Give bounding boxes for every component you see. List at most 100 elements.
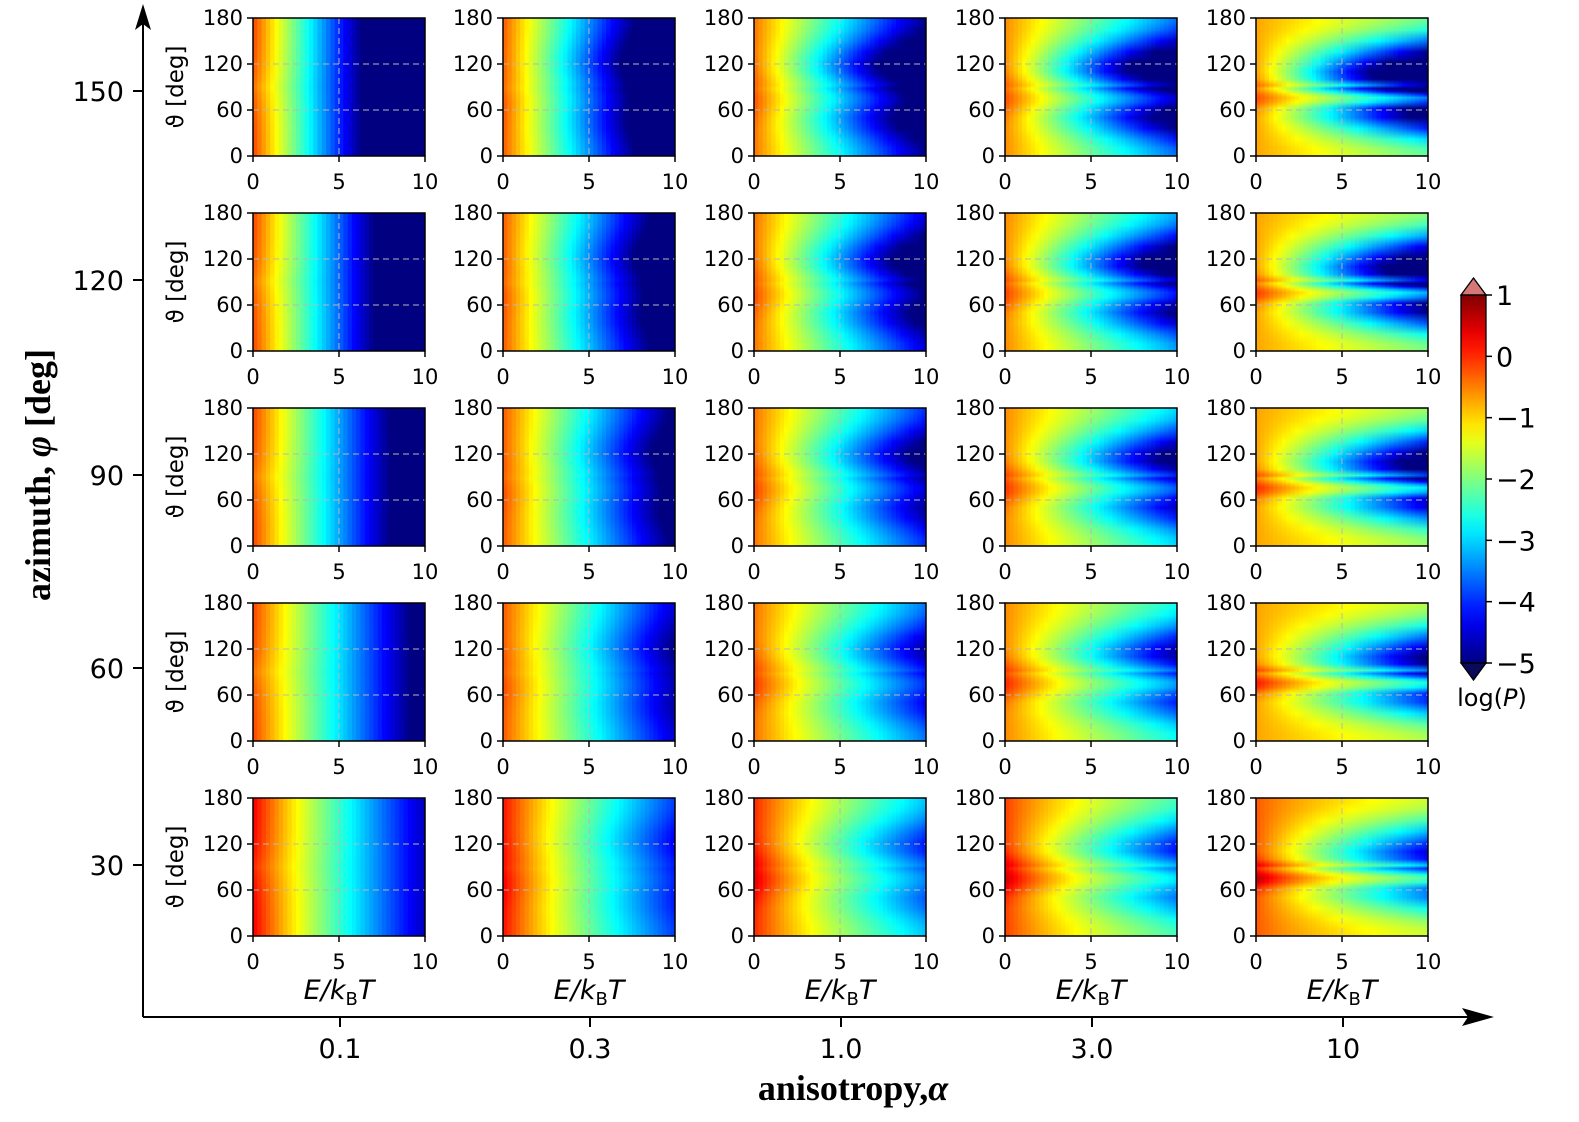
heatmap-band — [857, 18, 863, 156]
heatmap-band — [1159, 18, 1165, 156]
heatmap-band — [822, 603, 828, 741]
heatmap-band — [1091, 18, 1096, 156]
heatmap-band — [619, 213, 624, 351]
heatmap-band — [339, 603, 344, 741]
y-tick-label: 120 — [453, 832, 493, 856]
heatmap-band — [1333, 798, 1339, 936]
heatmap-band — [878, 408, 884, 546]
heatmap-band — [818, 18, 824, 156]
x-tick-label: 5 — [582, 560, 595, 584]
heatmap-band — [253, 798, 258, 936]
heatmap-band — [762, 18, 768, 156]
heatmap-band — [818, 798, 824, 936]
heatmap-band — [904, 798, 910, 936]
heatmap-band — [601, 213, 607, 351]
heatmap-band — [883, 18, 888, 156]
heatmap-band — [666, 798, 672, 936]
heatmap-band — [274, 408, 280, 546]
heatmap-band — [420, 798, 425, 936]
heatmap-band — [623, 603, 629, 741]
heatmap-band — [399, 798, 405, 936]
heatmap-band — [632, 213, 637, 351]
x-tick-label: 5 — [582, 755, 595, 779]
heatmap-band — [1151, 408, 1157, 546]
heatmap-band — [784, 408, 789, 546]
heatmap-band — [891, 798, 897, 936]
heatmap-band — [1048, 603, 1053, 741]
heatmap-band — [670, 408, 675, 546]
heatmap-band — [1030, 603, 1036, 741]
heatmap-band — [554, 408, 560, 546]
heatmap-band — [1316, 603, 1322, 741]
y-tick-label: 120 — [1206, 832, 1246, 856]
heatmap-band — [1026, 213, 1032, 351]
heatmap-band — [356, 798, 362, 936]
heatmap-band — [1039, 798, 1045, 936]
heatmap-band — [1410, 798, 1416, 936]
heatmap-band — [520, 213, 526, 351]
outer-x-axis-title-text: anisotropy, — [758, 1068, 928, 1108]
heatmap-band — [390, 408, 396, 546]
heatmap-band — [827, 603, 832, 741]
x-tick-label: 5 — [1084, 365, 1097, 389]
x-tick-label: 5 — [833, 950, 846, 974]
panel-x-label: E/kBT — [805, 975, 878, 1010]
heatmap-band — [1299, 603, 1304, 741]
heatmap-band — [1415, 18, 1420, 156]
heatmap-band — [883, 603, 888, 741]
heatmap-band — [541, 213, 547, 351]
heatmap-band — [1129, 408, 1135, 546]
y-tick-label: 180 — [203, 786, 243, 810]
heatmap-band — [779, 408, 785, 546]
heatmap-band — [636, 798, 642, 936]
x-tick-label: 0 — [747, 755, 760, 779]
heatmap-band — [636, 408, 642, 546]
heatmap-band — [1281, 213, 1287, 351]
heatmap-band — [1397, 18, 1403, 156]
heatmap-band — [606, 213, 612, 351]
heatmap-band — [382, 213, 387, 351]
heatmap-band — [1354, 18, 1360, 156]
heatmap-band — [589, 18, 594, 156]
heatmap-band — [1367, 603, 1373, 741]
heatmap-band — [775, 18, 781, 156]
heatmap-band — [822, 798, 828, 936]
heatmap-band — [1013, 603, 1019, 741]
heatmap-band — [835, 603, 841, 741]
heatmap-band — [261, 408, 267, 546]
heatmap-band — [1069, 213, 1075, 351]
heatmap-band — [563, 18, 569, 156]
heatmap-band — [1151, 798, 1157, 936]
heatmap-band — [1082, 213, 1088, 351]
x-tick-label: 0 — [998, 560, 1011, 584]
outer-axes — [135, 4, 1494, 1026]
heatmap-band — [520, 18, 526, 156]
y-tick-label: 0 — [1233, 534, 1246, 558]
heatmap-band — [1307, 213, 1313, 351]
heatmap-band — [1299, 18, 1304, 156]
heatmap-band — [1385, 18, 1390, 156]
heatmap-band — [571, 213, 577, 351]
heatmap-band — [917, 18, 923, 156]
heatmap-band — [861, 18, 867, 156]
heatmap-band — [1142, 408, 1148, 546]
heatmap-band — [1069, 603, 1075, 741]
heatmap-band — [1129, 18, 1135, 156]
x-tick-label: 0 — [1249, 755, 1262, 779]
heatmap-band — [1039, 213, 1045, 351]
x-tick-label: 0 — [1249, 950, 1262, 974]
heatmap-band — [809, 603, 815, 741]
heatmap-band — [1129, 213, 1135, 351]
y-tick-label: 0 — [480, 729, 493, 753]
heatmap-band — [1082, 408, 1088, 546]
heatmap-band — [632, 603, 637, 741]
heatmap-band — [1112, 18, 1118, 156]
heatmap-band — [913, 603, 918, 741]
heatmap-band — [1005, 213, 1010, 351]
heatmap-band — [1415, 603, 1420, 741]
heatmap-band — [1146, 213, 1152, 351]
heatmap-band — [1346, 213, 1352, 351]
heatmap-band — [403, 18, 409, 156]
heatmap-band — [666, 18, 672, 156]
heatmap-band — [766, 18, 772, 156]
